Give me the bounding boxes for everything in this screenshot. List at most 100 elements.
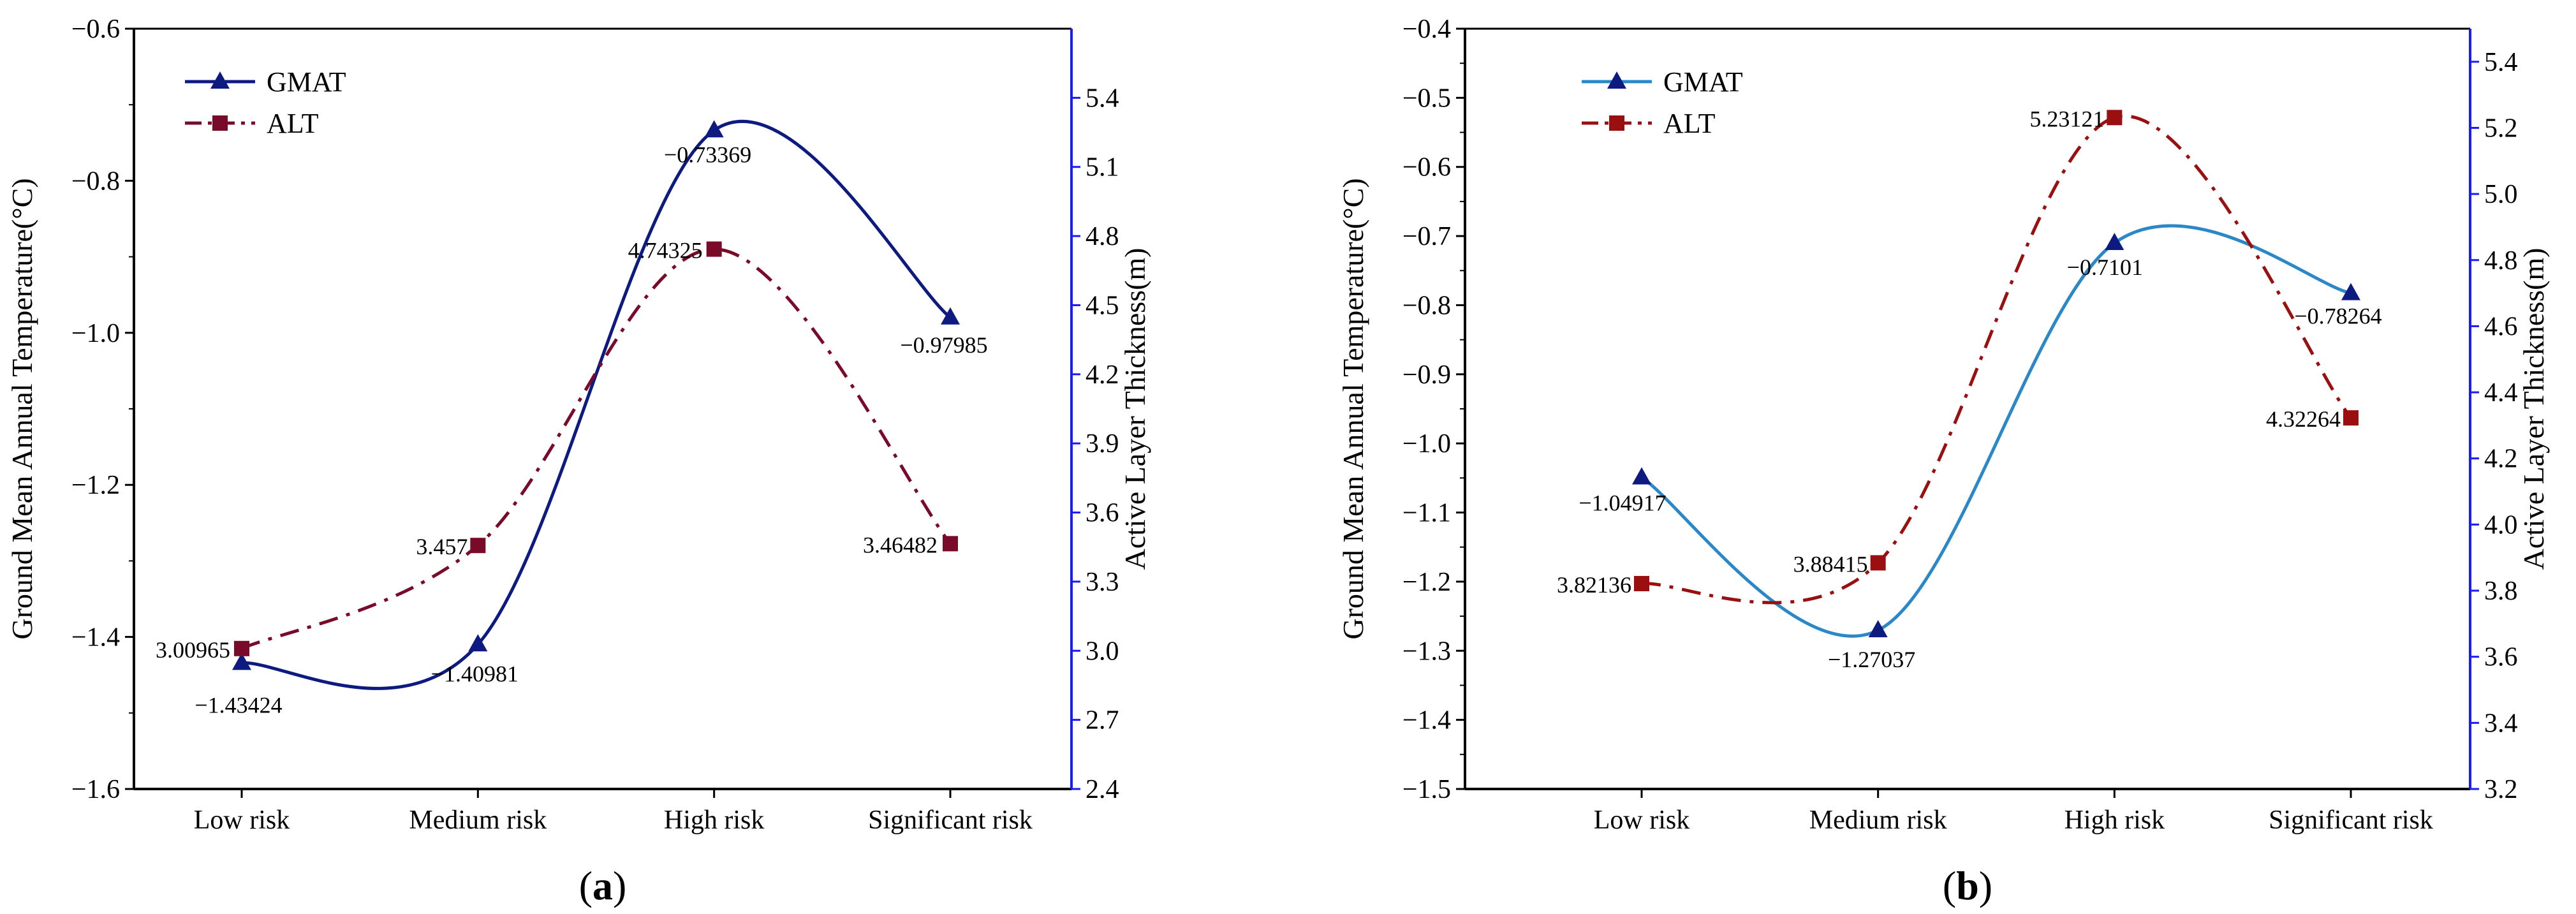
left-tick-label: −1.6 (71, 775, 120, 804)
left-tick-label: −0.7 (1402, 222, 1451, 251)
gmat-point-0 (232, 652, 251, 670)
gmat-point-2 (704, 120, 724, 138)
right-tick-label: 3.3 (1086, 568, 1119, 597)
panel-label-close: ) (1979, 863, 1992, 908)
left-axis-title: Ground Mean Annual Temperature(°C) (1337, 178, 1369, 639)
right-tick-label: 3.6 (1086, 499, 1119, 528)
right-tick-label: 5.1 (1086, 153, 1119, 182)
left-tick-label: −0.8 (71, 166, 120, 196)
panel-label: (a) (579, 863, 627, 908)
panel-label-letter: a (592, 863, 613, 908)
alt-point-0 (234, 640, 249, 656)
x-tick-label: High risk (2064, 806, 2165, 835)
alt-data-label: 3.82136 (1557, 572, 1631, 598)
alt-data-label: 4.32264 (2266, 406, 2341, 432)
chart-panel-b: −1.5 −1.4 −1.3 −1.2 −1.1 −1.0 −0.9 −0.8 −0.7 −0.6… (1337, 15, 2550, 908)
gmat-point-3 (2341, 283, 2360, 300)
right-tick-label: 4.4 (2484, 378, 2518, 408)
alt-point-3 (943, 536, 958, 552)
x-tick-label: High risk (664, 806, 765, 835)
right-tick-label: 5.4 (1086, 84, 1119, 113)
x-tick-label: Significant risk (2269, 806, 2433, 835)
gmat-data-label: −0.7101 (2067, 254, 2143, 280)
alt-point-2 (706, 241, 722, 257)
left-tick-label: −1.1 (1402, 499, 1451, 528)
legend-label-gmat: GMAT (267, 66, 346, 98)
legend-label-alt: ALT (267, 108, 319, 139)
right-tick-label: 3.0 (1086, 637, 1119, 666)
alt-point-1 (470, 538, 486, 554)
legend-triangle-marker (1607, 71, 1626, 89)
right-tick-label: 2.7 (1086, 706, 1119, 735)
x-tick-label: Significant risk (868, 806, 1033, 835)
alt-data-label: 5.23121 (2029, 106, 2104, 131)
right-tick-label: 3.2 (2484, 775, 2518, 804)
x-tick-label: Medium risk (409, 806, 547, 835)
gmat-point-1 (1868, 620, 1888, 638)
gmat-data-label: −0.73369 (664, 142, 751, 167)
gmat-data-label: −1.40981 (431, 661, 519, 686)
alt-data-label: 3.88415 (1793, 551, 1868, 577)
right-tick-label: 4.8 (1086, 222, 1119, 251)
right-axis-title: Active Layer Thickness(m) (1119, 248, 1151, 570)
gmat-data-label: −1.27037 (1828, 647, 1915, 672)
right-tick-label: 4.2 (2484, 445, 2518, 474)
right-tick-label: 3.8 (2484, 577, 2518, 606)
chart-panel-a: −1.6 −1.4 −1.2 −1.0 −0.8 −0.6 2.4 2.7 3.0 3.3 3.6 3… (6, 15, 1151, 908)
gmat-data-label: −1.43424 (195, 692, 282, 718)
right-axis-title: Active Layer Thickness(m) (2517, 248, 2550, 570)
right-tick-label: 4.8 (2484, 246, 2518, 276)
panel-label-letter: b (1956, 863, 1979, 908)
right-tick-label: 3.6 (2484, 643, 2518, 672)
panel-label-open: ( (579, 863, 592, 908)
series-line-alt (1641, 114, 2352, 605)
gmat-point-0 (1632, 467, 1651, 485)
left-tick-label: −0.9 (1402, 360, 1451, 390)
legend-square-marker (212, 115, 228, 131)
gmat-data-label: −1.04917 (1579, 490, 1666, 515)
alt-point-2 (2107, 110, 2123, 126)
left-tick-label: −0.8 (1402, 291, 1451, 320)
right-tick-label: 5.2 (2484, 114, 2518, 143)
alt-data-label: 4.74325 (628, 238, 703, 263)
series-line-gmat (241, 119, 952, 690)
right-tick-label: 4.6 (2484, 312, 2518, 341)
right-tick-label: 2.4 (1086, 775, 1119, 804)
panel-label: (b) (1943, 863, 1992, 908)
alt-point-0 (1634, 575, 1649, 591)
alt-data-label: 3.00965 (156, 637, 230, 663)
panel-label-close: ) (613, 863, 626, 908)
left-tick-label: −1.3 (1402, 637, 1451, 666)
right-tick-label: 3.9 (1086, 429, 1119, 459)
gmat-data-label: −0.78264 (2294, 304, 2381, 329)
left-tick-label: −1.2 (71, 471, 120, 500)
left-tick-label: −1.2 (1402, 568, 1451, 597)
legend-label-alt: ALT (1663, 108, 1716, 139)
right-tick-label: 4.2 (1086, 360, 1119, 390)
left-tick-label: −1.0 (71, 319, 120, 348)
left-axis-title: Ground Mean Annual Temperature(°C) (6, 178, 38, 639)
legend-triangle-marker (210, 71, 230, 89)
left-tick-label: −0.6 (71, 15, 120, 44)
left-tick-label: −0.6 (1402, 153, 1451, 182)
legend-square-marker (1609, 115, 1624, 131)
alt-point-3 (2343, 410, 2359, 426)
right-tick-label: 4.0 (2484, 510, 2518, 540)
gmat-point-2 (2105, 233, 2124, 251)
gmat-point-1 (468, 634, 488, 652)
x-tick-label: Low risk (1594, 806, 1690, 835)
left-tick-label: −1.4 (1402, 706, 1451, 735)
left-tick-label: −1.4 (71, 623, 120, 652)
right-tick-label: 4.5 (1086, 291, 1119, 320)
left-tick-label: −1.5 (1402, 775, 1451, 804)
alt-data-label: 3.457 (416, 534, 467, 559)
gmat-point-3 (941, 307, 960, 325)
alt-data-label: 3.46482 (863, 532, 938, 557)
gmat-data-label: −0.97985 (900, 332, 987, 358)
left-tick-label: −0.5 (1402, 84, 1451, 113)
series-line-gmat (1640, 224, 2352, 638)
alt-point-1 (1870, 555, 1886, 571)
series-line-alt (241, 247, 952, 651)
right-tick-label: 5.4 (2484, 48, 2518, 77)
